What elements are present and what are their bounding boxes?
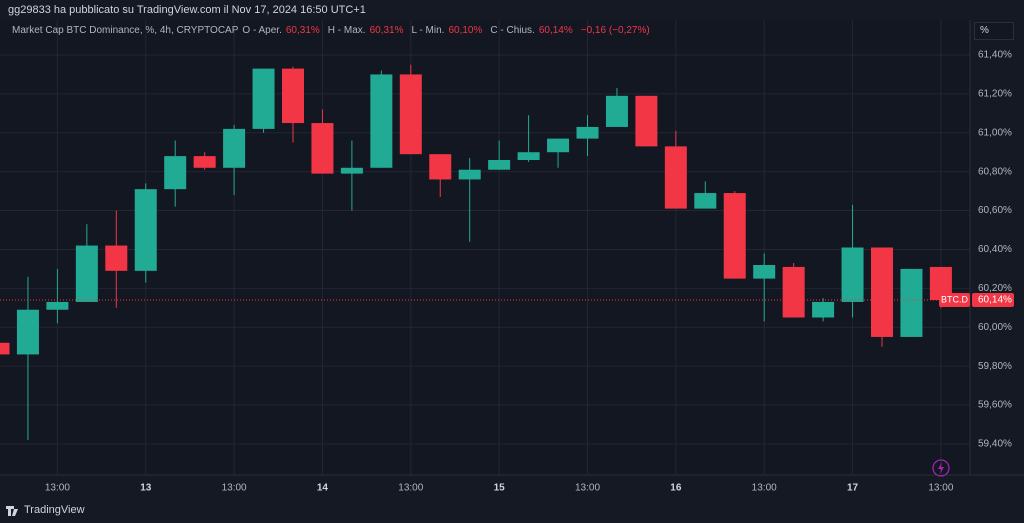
labels: 59,40% 59,60% 59,80% 60,00% 60,20% 60,40% 60,6…: [45, 50, 1014, 494]
candle-body: [429, 154, 452, 180]
close-label: C - Chius.: [490, 25, 535, 36]
candle-body: [812, 301, 835, 318]
candle-body: [871, 247, 893, 337]
y-tick-label: 61,40%: [978, 50, 1012, 61]
x-tick-label: 13:00: [928, 483, 953, 494]
y-tick-label: 60,20%: [978, 283, 1012, 294]
y-tick-label: 60,40%: [978, 244, 1012, 255]
candle-body: [282, 68, 304, 124]
x-tick-label: 13:00: [222, 483, 247, 494]
y-tick-label: 59,80%: [978, 361, 1012, 372]
last-price-label: 60,14%: [978, 295, 1012, 306]
candle-body: [0, 342, 10, 355]
x-tick-label: 13:00: [398, 483, 423, 494]
x-tick-label: 13:00: [752, 483, 777, 494]
change: −0,16 (−0,27%): [580, 25, 650, 36]
y-tick-label: 61,20%: [978, 89, 1012, 100]
bolt-icon[interactable]: [932, 459, 950, 477]
candle-body: [223, 128, 246, 168]
low-label: L - Min.: [411, 25, 445, 36]
candle-body: [841, 247, 864, 302]
high-label: H - Max.: [327, 25, 366, 36]
byline: gg29833 ha pubblicato su TradingView.com…: [8, 4, 366, 16]
plot-area: [0, 20, 970, 475]
candle-body: [340, 167, 363, 174]
y-tick-label: 60,00%: [978, 322, 1012, 333]
symbol-tag-box: [939, 293, 970, 307]
open-label: O - Aper.: [242, 25, 282, 36]
symbol: Market Cap BTC Dominance, %, 4h, CRYPTOC…: [12, 25, 239, 36]
brand: TradingView: [24, 504, 85, 516]
close-value: 60,14%: [538, 25, 573, 36]
candle-body: [75, 245, 98, 302]
candle-body: [753, 265, 776, 279]
y-tick-label: 59,60%: [978, 400, 1012, 411]
candle-body: [164, 156, 187, 190]
x-tick-label: 13:00: [45, 483, 70, 494]
candle-body: [576, 126, 599, 139]
candle-body: [517, 152, 540, 160]
x-tick-label: 13:00: [575, 483, 600, 494]
last-price-box: [972, 293, 1014, 307]
candle-body: [635, 95, 658, 147]
candle-body: [488, 160, 511, 170]
candle-body: [193, 156, 216, 168]
legend: Market Cap BTC Dominance, %, 4h, CRYPTOC…: [12, 25, 654, 36]
y-tick-label: 60,60%: [978, 205, 1012, 216]
x-tick-label: 14: [317, 483, 329, 494]
candle-body: [547, 138, 570, 153]
candle-body: [252, 68, 275, 129]
candles: [0, 64, 970, 440]
candle-body: [605, 95, 628, 127]
candle-body: [134, 189, 157, 271]
y-tick-label: 61,00%: [978, 127, 1012, 138]
x-tick-label: 13: [140, 483, 152, 494]
symbol-tag: BTC.D: [941, 294, 969, 304]
candle-body: [399, 74, 422, 155]
x-tick-label: 16: [670, 483, 682, 494]
candle-body: [311, 123, 334, 174]
candle-body: [782, 266, 805, 318]
open-value: 60,31%: [285, 25, 320, 36]
candle-body: [723, 193, 746, 279]
low-value: 60,10%: [448, 25, 483, 36]
scale-button[interactable]: %: [974, 22, 1014, 40]
bolt-icon-glyph: [938, 462, 944, 474]
candle-body: [46, 301, 69, 310]
candle-body: [664, 146, 687, 209]
x-tick-label: 15: [494, 483, 506, 494]
high-value: 60,31%: [369, 25, 404, 36]
candle-body: [900, 268, 923, 337]
x-tick-label: 17: [847, 483, 859, 494]
candle-body: [16, 309, 39, 355]
candle-body: [694, 193, 717, 209]
brand-logo: [6, 506, 18, 516]
candle-body: [370, 74, 393, 168]
y-tick-label: 59,40%: [978, 439, 1012, 450]
y-tick-label: 60,80%: [978, 166, 1012, 177]
candle-body: [105, 245, 128, 271]
candle-body: [929, 266, 952, 300]
candle-body: [458, 169, 481, 180]
